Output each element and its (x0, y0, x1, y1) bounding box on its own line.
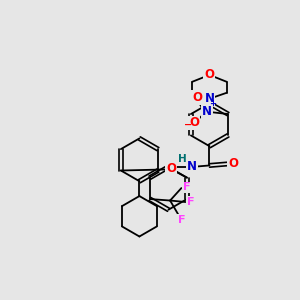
Text: N: N (187, 160, 196, 173)
Text: N: N (202, 105, 212, 118)
Text: H: H (178, 154, 187, 164)
Text: F: F (187, 197, 195, 207)
Text: F: F (183, 182, 190, 193)
Text: N: N (204, 92, 214, 105)
Text: +: + (210, 99, 217, 108)
Text: −: − (184, 119, 192, 129)
Text: O: O (204, 68, 214, 82)
Text: F: F (178, 215, 186, 225)
Text: O: O (189, 116, 199, 130)
Text: O: O (192, 91, 202, 104)
Text: O: O (228, 158, 238, 170)
Text: O: O (166, 162, 176, 175)
